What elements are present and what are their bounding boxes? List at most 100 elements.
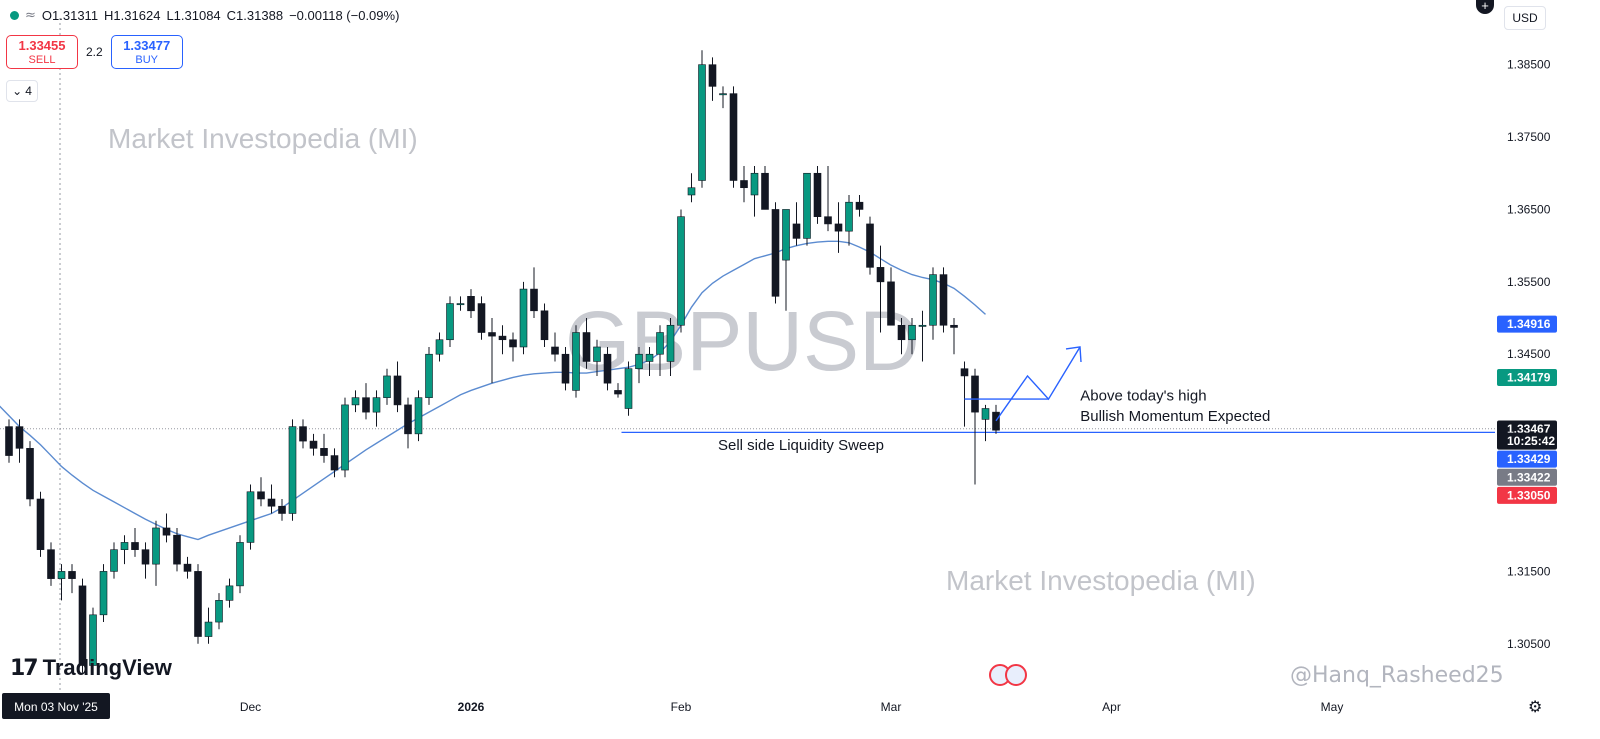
candle[interactable] [498, 325, 507, 355]
candle[interactable] [950, 318, 958, 355]
candle[interactable] [729, 86, 738, 188]
candle[interactable] [5, 419, 13, 463]
candle[interactable] [68, 564, 76, 594]
candle[interactable] [89, 607, 97, 673]
us-flag-event-icon[interactable] [1005, 664, 1027, 686]
candle[interactable] [897, 318, 906, 355]
candle[interactable] [855, 194, 864, 217]
candle[interactable] [467, 289, 475, 319]
candle[interactable] [120, 535, 129, 565]
candle[interactable] [131, 527, 139, 557]
settings-gear-icon[interactable]: ⚙ [1528, 697, 1543, 716]
candle[interactable] [603, 346, 612, 391]
tradingview-logo[interactable]: 17 TradingView [10, 655, 172, 681]
candle[interactable] [278, 499, 286, 521]
candle[interactable] [519, 281, 528, 355]
candle[interactable] [530, 267, 538, 319]
candle[interactable] [561, 346, 570, 391]
candle[interactable] [351, 390, 360, 413]
candle[interactable] [960, 361, 969, 427]
candle[interactable] [834, 202, 843, 253]
candle[interactable] [635, 346, 643, 384]
add-plus-icon[interactable]: + [1476, 0, 1494, 14]
candle[interactable] [824, 166, 832, 232]
candle[interactable] [624, 361, 633, 416]
candle[interactable] [372, 390, 381, 427]
candle[interactable] [593, 339, 601, 376]
candle[interactable] [47, 542, 55, 586]
candle[interactable] [540, 303, 549, 347]
buy-button[interactable]: 1.33477 BUY [110, 35, 183, 69]
candle[interactable] [908, 318, 916, 355]
candle[interactable] [677, 209, 685, 333]
candle[interactable] [971, 368, 979, 485]
candle[interactable] [939, 267, 948, 333]
candle[interactable] [792, 202, 801, 246]
candle[interactable] [866, 216, 874, 275]
candle[interactable] [981, 404, 990, 442]
candle[interactable] [404, 397, 412, 449]
candle[interactable] [582, 318, 591, 369]
candle[interactable] [141, 542, 150, 579]
candle[interactable] [876, 245, 885, 333]
candle[interactable] [26, 441, 34, 507]
candle[interactable] [771, 202, 780, 304]
candle[interactable] [330, 448, 339, 478]
sell-button[interactable]: 1.33455 SELL [6, 35, 78, 69]
currency-selector[interactable]: USD [1504, 6, 1546, 30]
candle[interactable] [236, 535, 244, 594]
candle[interactable] [194, 564, 202, 644]
candle[interactable] [845, 194, 853, 246]
candle[interactable] [551, 332, 559, 362]
candle[interactable] [813, 166, 822, 224]
candle[interactable] [78, 578, 87, 673]
indicators-toggle-button[interactable]: ⌄ 4 [6, 80, 38, 102]
candle[interactable] [267, 484, 276, 514]
candle[interactable] [152, 520, 160, 586]
candle[interactable] [488, 318, 496, 384]
candle[interactable] [572, 325, 580, 398]
candle[interactable] [425, 346, 433, 405]
candle[interactable] [309, 433, 318, 456]
candle[interactable] [750, 166, 759, 217]
candle[interactable] [761, 166, 769, 210]
candle[interactable] [708, 57, 717, 101]
candle[interactable] [740, 166, 748, 203]
candle[interactable] [225, 578, 234, 608]
candle[interactable] [446, 296, 454, 347]
candle[interactable] [99, 564, 108, 623]
candle[interactable] [614, 383, 622, 398]
candle[interactable] [204, 607, 213, 644]
candle[interactable] [383, 368, 391, 405]
candle[interactable] [698, 50, 706, 188]
candle[interactable] [246, 484, 255, 550]
economic-events-icons[interactable] [989, 664, 1027, 686]
candle[interactable] [162, 513, 171, 543]
candle[interactable] [666, 318, 675, 376]
candle[interactable] [393, 361, 402, 413]
candle[interactable] [257, 477, 265, 507]
candle[interactable] [299, 419, 307, 449]
candle[interactable] [929, 267, 937, 340]
candle[interactable] [110, 542, 118, 579]
candle[interactable] [320, 433, 328, 463]
candle[interactable] [414, 390, 423, 442]
candle[interactable] [509, 332, 517, 362]
candle[interactable] [645, 346, 654, 376]
candle[interactable] [456, 296, 465, 311]
candle[interactable] [803, 172, 811, 246]
candle[interactable] [782, 209, 790, 311]
candle[interactable] [887, 267, 895, 326]
candle[interactable] [362, 383, 370, 420]
candle[interactable] [173, 527, 181, 572]
candle[interactable] [435, 332, 444, 362]
candle[interactable] [719, 86, 727, 109]
candle[interactable] [288, 419, 297, 521]
candle[interactable] [477, 296, 486, 340]
projection-zigzag-line[interactable] [995, 346, 1081, 422]
candle[interactable] [918, 310, 927, 362]
candle[interactable] [183, 556, 192, 579]
candle[interactable] [341, 397, 349, 478]
